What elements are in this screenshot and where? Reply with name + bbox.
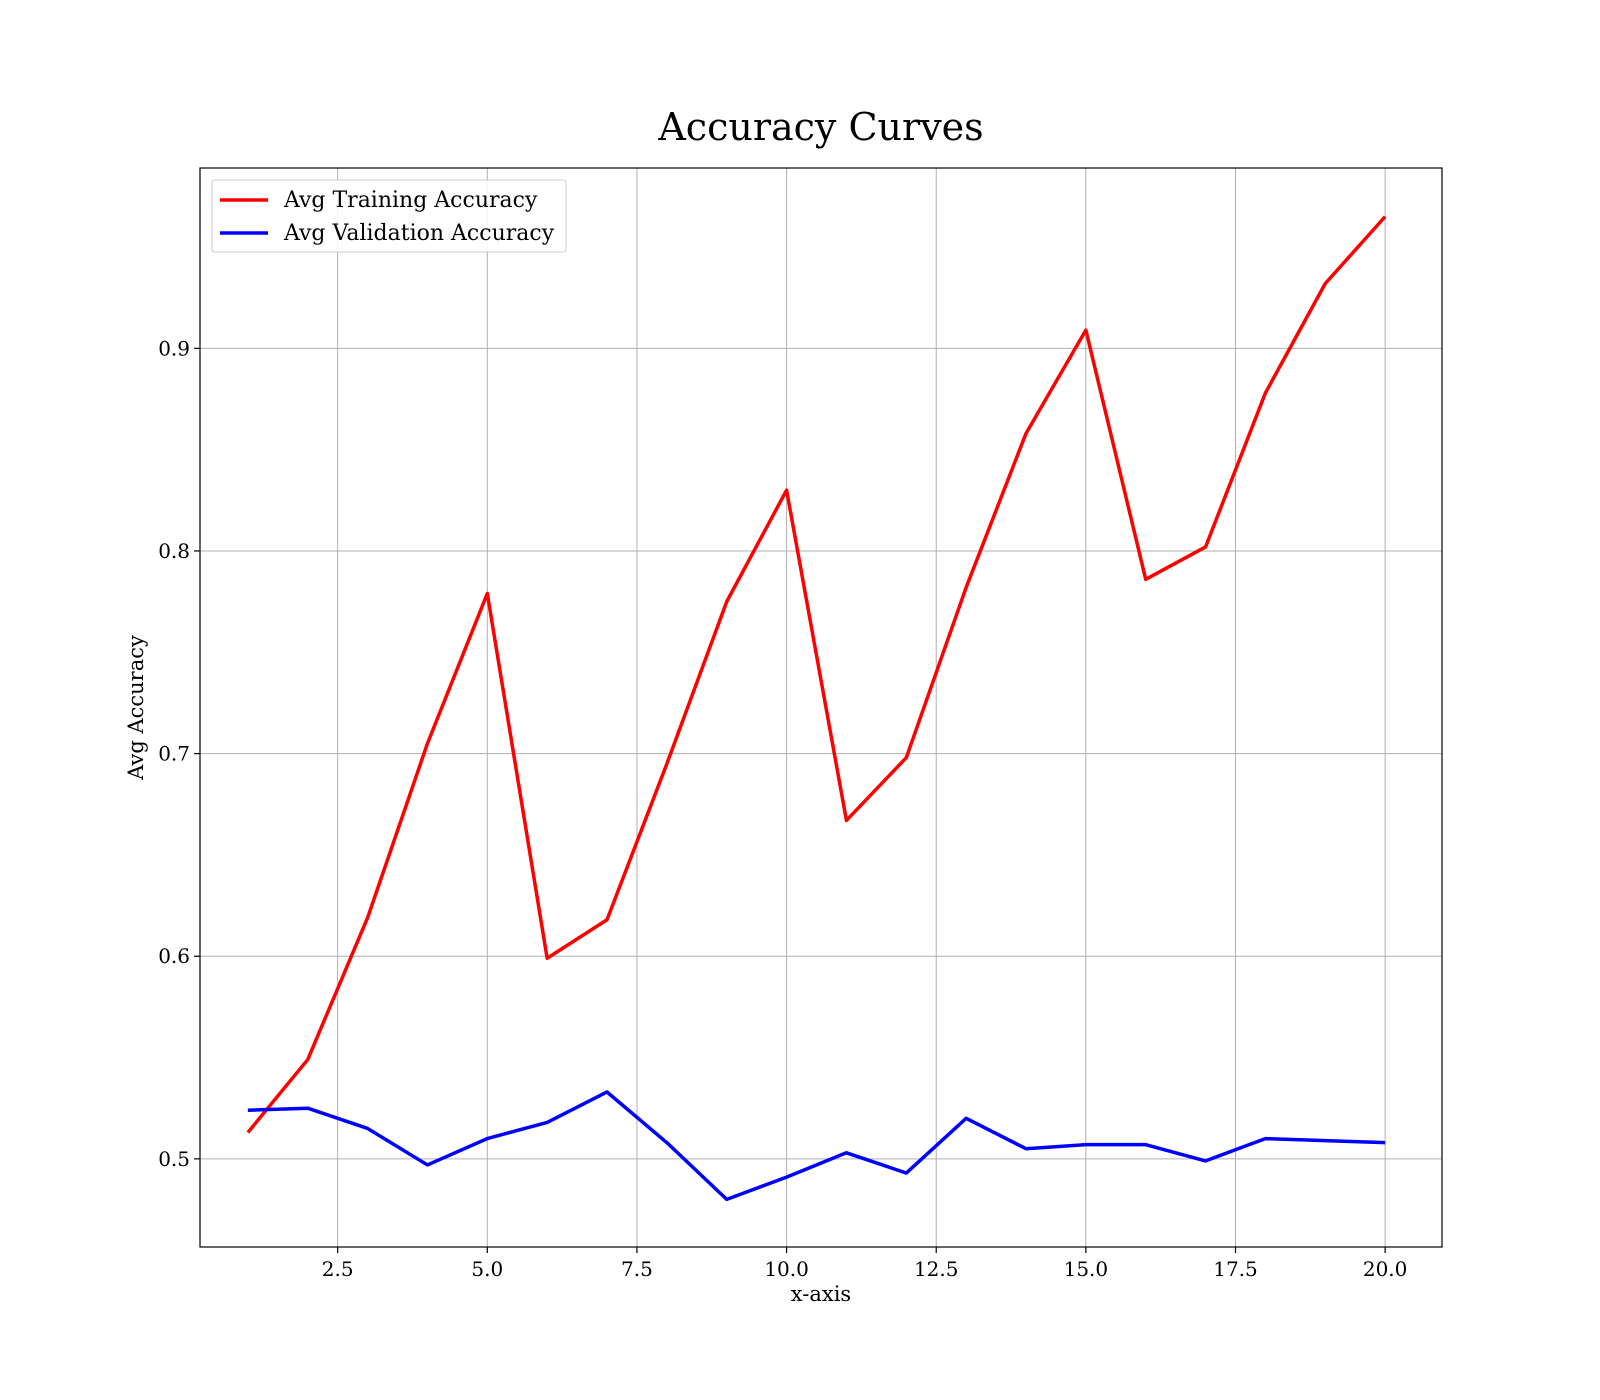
y-tick-label: 0.5 [158, 1147, 190, 1171]
legend-label: Avg Validation Accuracy [283, 221, 555, 246]
x-tick-label: 5.0 [471, 1257, 503, 1281]
x-tick-label: 17.5 [1213, 1257, 1258, 1281]
x-tick-label: 7.5 [621, 1257, 653, 1281]
x-axis-title: x-axis [791, 1282, 851, 1306]
legend: Avg Training Accuracy Avg Validation Accu… [211, 179, 567, 253]
legend-label: Avg Training Accuracy [283, 188, 538, 213]
series-line-training [246, 215, 1387, 1134]
y-tick-label: 0.7 [158, 742, 190, 766]
legend-box [211, 179, 567, 253]
y-tick-label: 0.8 [158, 539, 190, 563]
plot-frame [199, 167, 1443, 1248]
x-tick-label: 20.0 [1363, 1257, 1408, 1281]
grid-layer [200, 168, 1442, 1247]
x-tick-label: 2.5 [322, 1257, 354, 1281]
x-tick-label: 12.5 [914, 1257, 959, 1281]
series-line-validation [247, 1090, 1386, 1202]
y-tick-label: 0.9 [158, 336, 190, 360]
y-tick-label: 0.6 [158, 944, 190, 968]
x-tick-label: 10.0 [764, 1257, 809, 1281]
tick-layer: 2.5 5.0 7.5 10.0 12.5 15.0 17.5 20.0 0.5 0.6 0.7 0.… [158, 336, 1407, 1281]
series-layer [246, 215, 1387, 1202]
chart-title: Accuracy Curves [657, 105, 983, 149]
x-tick-label: 15.0 [1064, 1257, 1109, 1281]
y-axis-title: Avg Accuracy [124, 635, 148, 781]
